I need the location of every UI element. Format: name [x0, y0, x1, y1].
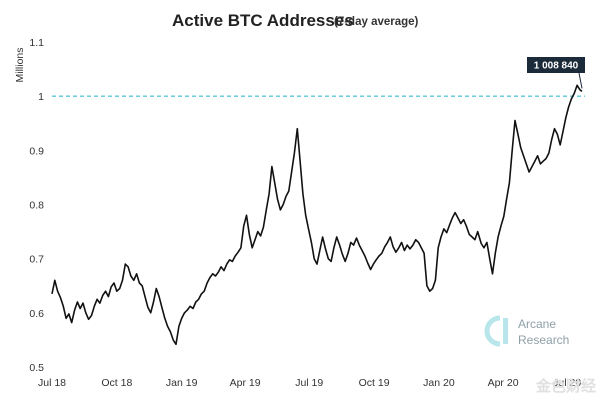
- y-tick-label: 0.6: [29, 308, 44, 320]
- y-tick-label: 1.1: [29, 37, 44, 49]
- x-tick-label: Oct 19: [359, 377, 390, 389]
- value-callout: 1 008 840: [527, 57, 585, 89]
- callout-box: [527, 57, 585, 73]
- y-tick-label: 0.8: [29, 200, 44, 212]
- y-tick-label: 0.7: [29, 254, 44, 266]
- callout-text: 1 008 840: [534, 61, 579, 72]
- y-tick-labels: 0.5 0.6 0.7 0.8 0.9 1 1.1: [29, 37, 44, 374]
- x-tick-labels: Jul 18 Oct 18 Jan 19 Apr 19 Jul 19 Oct 19 Jan …: [38, 377, 581, 389]
- x-tick-label: Jan 20: [423, 377, 455, 389]
- y-axis-label: Millions: [14, 47, 26, 82]
- y-tick-label: 0.5: [29, 362, 44, 374]
- brand-line-2: Research: [518, 333, 569, 347]
- y-tick-label: 1: [38, 91, 44, 103]
- arcane-research-logo: Arcane Research: [484, 315, 569, 347]
- brand-line-1: Arcane: [518, 317, 556, 331]
- x-tick-label: Apr 19: [230, 377, 261, 389]
- x-tick-label: Jul 19: [295, 377, 323, 389]
- x-tick-label: Jan 19: [166, 377, 198, 389]
- chart-subtitle: (7-day average): [334, 16, 419, 28]
- x-tick-label: Apr 20: [488, 377, 519, 389]
- x-tick-label: Jul 20: [553, 377, 581, 389]
- callout-pointer: [578, 72, 583, 89]
- series-line: [51, 84, 583, 346]
- x-tick-label: Jul 18: [38, 377, 66, 389]
- x-tick-label: Oct 18: [101, 377, 132, 389]
- y-tick-label: 0.9: [29, 145, 44, 157]
- logo-bar-icon: [503, 318, 508, 344]
- watermark-text: 金色财经: [535, 377, 596, 395]
- logo-arc-icon: [484, 315, 501, 347]
- chart-title: Active BTC Addresses: [172, 11, 354, 30]
